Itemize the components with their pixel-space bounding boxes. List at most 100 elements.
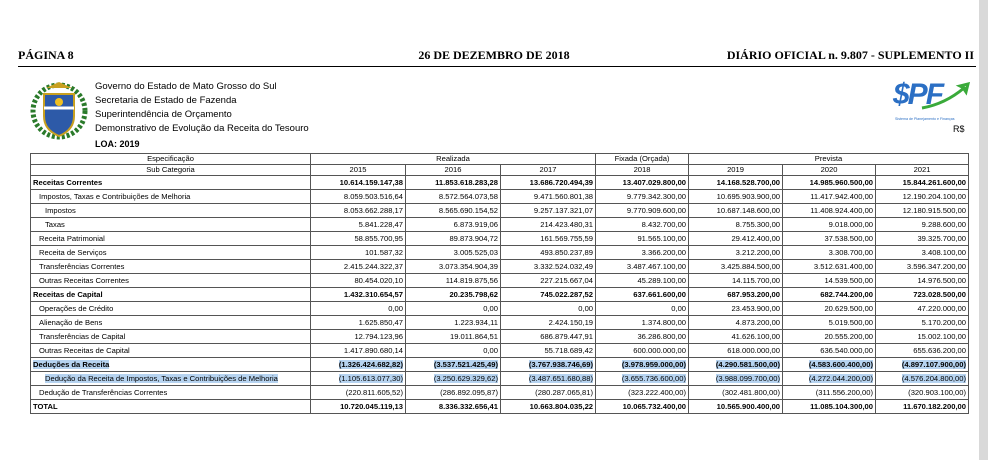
cell-value: 0,00 [578,303,594,313]
cell-value: 13.686.720.494,39 [529,177,594,187]
cell-value: (3.487.651.680,88) [528,373,594,383]
year-header: 2015 [310,164,406,176]
value-cell: 23.453.900,00 [688,301,784,316]
row-label: Receita Patrimonial [39,233,105,243]
value-cell: 4.873.200,00 [688,315,784,330]
value-cell: 214.423.480,31 [499,217,597,232]
row-label-cell: Transferências Correntes [30,259,311,274]
cell-value: 10.565.900.400,00 [716,401,781,411]
row-label-cell: Outras Receitas Correntes [30,273,311,288]
currency: R$ [953,124,965,134]
cell-value: 6.873.919,06 [453,219,498,229]
value-cell: 8.059.503.516,64 [310,189,406,204]
table-row: Transferências Correntes 2.415.244.322,37… [30,259,970,274]
row-label: Dedução da Receita de Impostos, Taxas e … [45,373,278,383]
value-cell: 3.487.467.100,00 [595,259,690,274]
row-label-cell: Receitas Correntes [30,175,311,190]
cell-value: (286.892.095,87) [440,387,498,397]
value-cell: 3.332.524.032,49 [499,259,597,274]
cell-value: 15.844.261.600,00 [902,177,967,187]
value-cell: 687.953.200,00 [688,287,784,302]
value-cell: 723.028.500,00 [875,287,970,302]
cell-value: 20.555.200,00 [824,331,874,341]
value-cell: 20.555.200,00 [782,329,877,344]
cell-value: 1.625.850,47 [358,317,403,327]
value-cell: 10.695.903.900,00 [688,189,784,204]
cell-value: 5.019.500,00 [828,317,874,327]
value-cell: 8.755.300,00 [688,217,784,232]
row-label-cell: Outras Receitas de Capital [30,343,311,358]
cell-value: (323.222.400,00) [628,387,687,397]
value-cell: 3.596.347.200,00 [875,259,970,274]
value-cell: 55.718.689,42 [499,343,597,358]
row-label: Alienação de Bens [39,317,103,327]
table-row: Receitas Correntes 10.614.159.147,38 11.85… [30,175,970,190]
cell-value: 745.022.287,52 [540,289,594,299]
letterhead-line: Secretaria de Estado de Fazenda [95,95,237,106]
value-cell: 13.407.029.800,00 [595,175,690,190]
cell-value: 10.720.045.119,13 [340,401,403,411]
value-cell: 161.569.755,59 [499,231,597,246]
value-cell: 9.018.000,00 [782,217,877,232]
table-row: Receita de Serviços 101.587,32 3.005.525,0… [30,245,970,260]
value-cell: 101.587,32 [310,245,406,260]
value-cell: 15.002.100,00 [875,329,970,344]
cell-value: 636.540.000,00 [820,345,874,355]
value-cell: 13.686.720.494,39 [499,175,597,190]
value-cell: 14.976.500,00 [875,273,970,288]
table-row: Receitas de Capital 1.432.310.654,57 20.23… [30,287,970,302]
value-cell: 0,00 [310,301,406,316]
cell-value: 0,00 [483,345,498,355]
cell-value: 20.629.500,00 [824,303,874,313]
cell-value: 14.539.500,00 [824,275,874,285]
cell-value: 9.288.600,00 [921,219,967,229]
value-cell: 636.540.000,00 [782,343,877,358]
cell-value: 15.002.100,00 [917,331,967,341]
letterhead-line: Governo do Estado de Mato Grosso do Sul [95,81,277,92]
logo-caption: Sistema de Planejamento e Finanças [895,117,955,121]
row-label-cell: Dedução de Transferências Correntes [30,385,311,400]
table-row: Alienação de Bens 1.625.850,47 1.223.934,1… [30,315,970,330]
row-label: Receita de Serviços [39,247,107,257]
value-cell: 10.614.159.147,38 [310,175,406,190]
value-cell: 36.286.800,00 [595,329,690,344]
value-cell: 9.770.909.600,00 [595,203,690,218]
cell-value: (3.537.521.425,49) [433,359,498,369]
value-cell: 10.663.804.035,22 [499,399,597,414]
value-cell: 2.415.244.322,37 [310,259,406,274]
cell-value: 12.794.123,96 [354,331,403,341]
coat-of-arms [30,82,88,140]
value-cell: (1.326.424.682,82) [310,357,406,372]
value-cell: (3.487.651.680,88) [499,371,597,386]
value-cell: 493.850.237,89 [499,245,597,260]
value-cell: (3.250.629.329,62) [405,371,501,386]
cell-value: 8.053.662.288,17 [343,205,403,215]
cell-value: 10.614.159.147,38 [339,177,403,187]
cell-value: 14.985.960.500,00 [809,177,874,187]
cell-value: 101.587,32 [364,247,403,257]
cell-value: 14.115.700,00 [732,275,781,285]
table-row: Outras Receitas Correntes 80.454.020,10 11… [30,273,970,288]
year-header: 2016 [405,164,501,176]
cell-value: 8.565.690.154,52 [438,205,498,215]
cell-value: 29.412.400,00 [731,233,781,243]
cell-value: 214.423.480,31 [540,219,594,229]
cell-value: 91.565.100,00 [637,233,687,243]
cell-value: 13.407.029.800,00 [622,177,687,187]
value-cell: 12.190.204.100,00 [875,189,970,204]
value-cell: 8.572.564.073,58 [405,189,501,204]
value-cell: 9.471.560.801,38 [499,189,597,204]
cell-value: (280.287.065,81) [535,387,594,397]
year-header: 2017 [499,164,597,176]
cell-value: 11.670.182.200,00 [903,401,967,411]
value-cell: (220.811.605,52) [310,385,406,400]
value-cell: 11.853.618.283,28 [405,175,501,190]
date: 26 DE DEZEMBRO DE 2018 [418,48,570,62]
value-cell: 10.565.900.400,00 [688,399,784,414]
value-cell: (280.287.065,81) [499,385,597,400]
cell-value: 3.425.884.500,00 [720,261,781,271]
value-cell: 6.873.919,06 [405,217,501,232]
cell-value: 89.873.904,72 [449,233,498,243]
value-cell: (3.767.938.746,69) [499,357,597,372]
row-label-cell: Alienação de Bens [30,315,311,330]
